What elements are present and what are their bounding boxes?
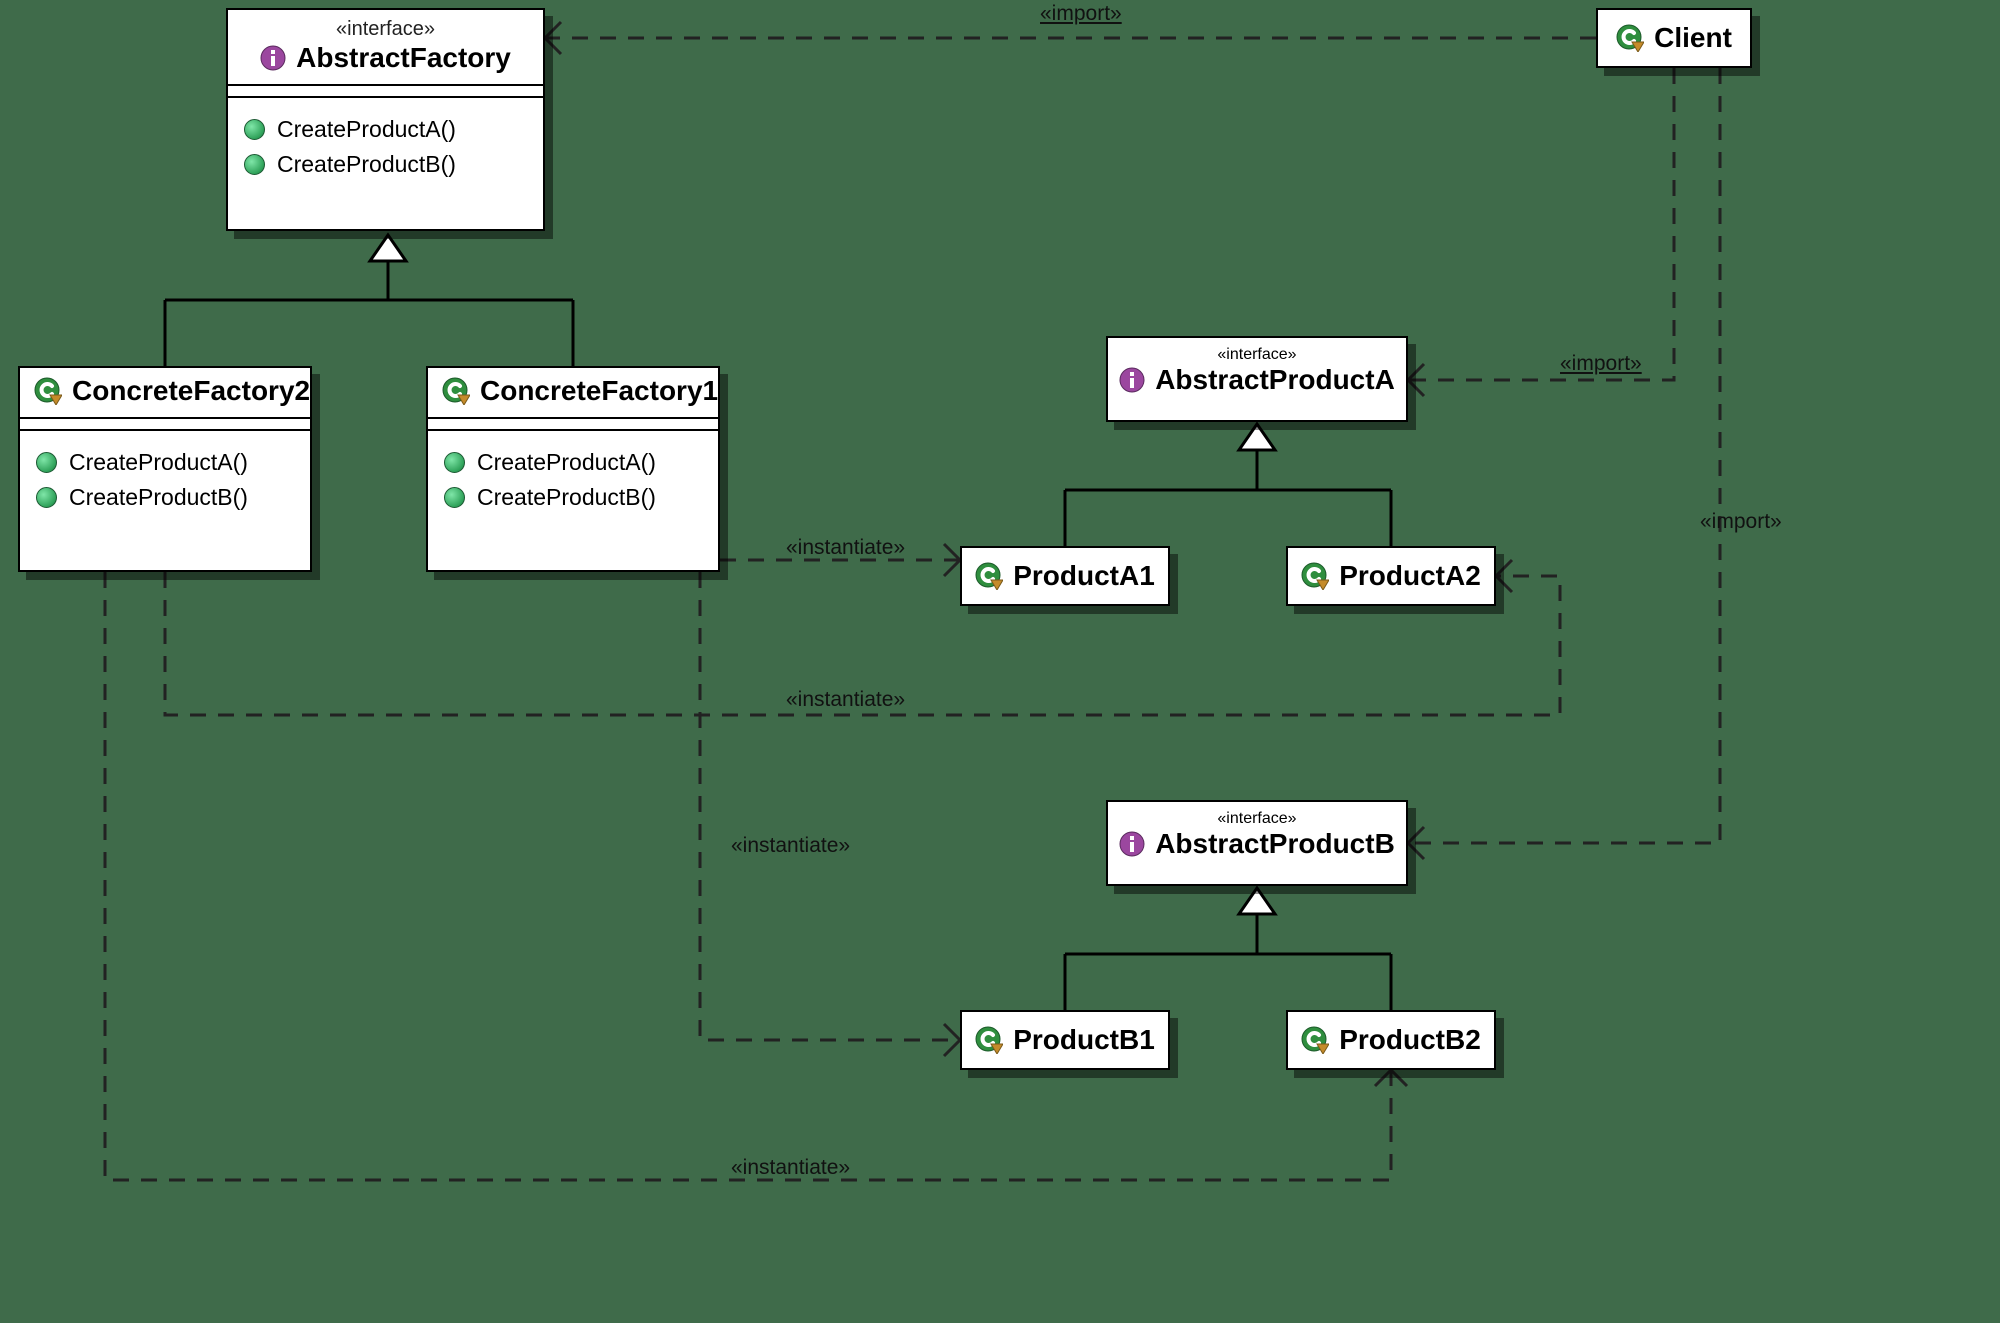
node-abstract-product-a: «interface» AbstractProductA xyxy=(1106,336,1408,422)
edge-label: «import» xyxy=(1560,352,1642,376)
node-client: Client xyxy=(1596,8,1752,68)
node-product-b1: ProductB1 xyxy=(960,1010,1170,1070)
title-row: AbstractFactory xyxy=(242,43,529,74)
operation-label: CreateProductB() xyxy=(69,484,248,511)
class-icon xyxy=(1616,24,1644,52)
node-title: AbstractFactory xyxy=(296,43,511,74)
title-row: ConcreteFactory2 xyxy=(34,376,296,407)
operation-label: CreateProductB() xyxy=(277,151,456,178)
interface-icon xyxy=(260,45,286,71)
node-title: ProductB1 xyxy=(1013,1024,1155,1056)
title-row: AbstractProductB xyxy=(1122,828,1392,860)
edge-label: «instantiate» xyxy=(786,688,905,712)
operations-compartment: CreateProductA() CreateProductB() xyxy=(428,431,718,533)
class-icon xyxy=(975,562,1003,590)
node-title: ProductA1 xyxy=(1013,560,1155,592)
operations-compartment: CreateProductA() CreateProductB() xyxy=(20,431,310,533)
node-header: ConcreteFactory2 xyxy=(20,368,310,419)
operation-label: CreateProductA() xyxy=(277,116,456,143)
method-icon xyxy=(36,452,57,473)
node-header: «interface» AbstractFactory xyxy=(228,10,543,86)
class-icon xyxy=(1301,1026,1329,1054)
edge-label: «instantiate» xyxy=(731,834,850,858)
node-concrete-factory-2: ConcreteFactory2 CreateProductA() Create… xyxy=(18,366,312,572)
method-icon xyxy=(444,487,465,508)
compartment-separator xyxy=(20,419,310,431)
node-title: ConcreteFactory2 xyxy=(72,376,310,407)
stereotype-label: «interface» xyxy=(1217,810,1296,827)
operation-row: CreateProductA() xyxy=(36,445,294,480)
node-product-b2: ProductB2 xyxy=(1286,1010,1496,1070)
edge-label: «import» xyxy=(1700,510,1782,534)
edge-label: «instantiate» xyxy=(731,1156,850,1180)
node-title: ProductB2 xyxy=(1339,1024,1481,1056)
interface-icon xyxy=(1119,831,1145,857)
node-title: AbstractProductB xyxy=(1155,828,1395,860)
node-title: ConcreteFactory1 xyxy=(480,376,718,407)
operation-row: CreateProductB() xyxy=(444,480,702,515)
title-row: ConcreteFactory1 xyxy=(442,376,704,407)
node-product-a1: ProductA1 xyxy=(960,546,1170,606)
operation-row: CreateProductA() xyxy=(244,112,527,147)
node-title: Client xyxy=(1654,22,1732,54)
method-icon xyxy=(244,119,265,140)
compartment-separator xyxy=(228,86,543,98)
operation-row: CreateProductB() xyxy=(244,147,527,182)
operations-compartment: CreateProductA() CreateProductB() xyxy=(228,98,543,200)
edge-label: «import» xyxy=(1040,2,1122,26)
operation-label: CreateProductA() xyxy=(69,449,248,476)
node-title: ProductA2 xyxy=(1339,560,1481,592)
node-abstract-product-b: «interface» AbstractProductB xyxy=(1106,800,1408,886)
interface-icon xyxy=(1119,367,1145,393)
node-header: ConcreteFactory1 xyxy=(428,368,718,419)
method-icon xyxy=(36,487,57,508)
node-concrete-factory-1: ConcreteFactory1 CreateProductA() Create… xyxy=(426,366,720,572)
class-icon xyxy=(34,377,62,405)
operation-row: CreateProductA() xyxy=(444,445,702,480)
class-icon xyxy=(442,377,470,405)
method-icon xyxy=(444,452,465,473)
class-icon xyxy=(1301,562,1329,590)
operation-row: CreateProductB() xyxy=(36,480,294,515)
edge-label: «instantiate» xyxy=(786,536,905,560)
operation-label: CreateProductA() xyxy=(477,449,656,476)
node-title: AbstractProductA xyxy=(1155,364,1395,396)
class-icon xyxy=(975,1026,1003,1054)
operation-label: CreateProductB() xyxy=(477,484,656,511)
node-product-a2: ProductA2 xyxy=(1286,546,1496,606)
stereotype-label: «interface» xyxy=(242,18,529,41)
title-row: AbstractProductA xyxy=(1122,364,1392,396)
method-icon xyxy=(244,154,265,175)
stereotype-label: «interface» xyxy=(1217,346,1296,363)
compartment-separator xyxy=(428,419,718,431)
node-abstract-factory: «interface» AbstractFactory CreateProduc… xyxy=(226,8,545,231)
